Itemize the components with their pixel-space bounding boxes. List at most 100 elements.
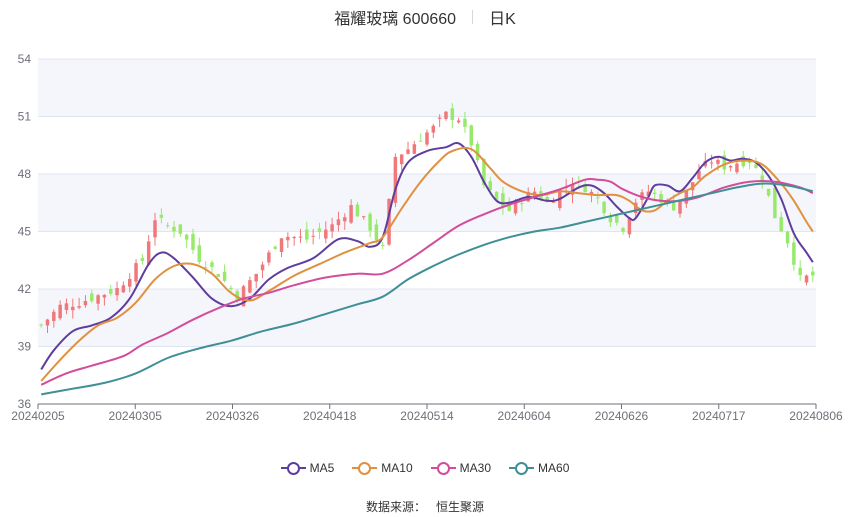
candle-body [127,278,132,287]
x-tick-label: 20240305 [109,409,163,423]
candle-body [39,324,43,326]
candlestick [501,186,505,215]
candle-body [469,125,474,146]
candlestick [380,242,385,250]
candle-body [596,197,600,199]
candlestick [90,289,94,304]
candle-body [374,224,379,241]
candle-body [222,271,227,281]
x-tick-label: 20240717 [692,409,746,423]
candle-body [722,155,727,170]
y-tick-label: 51 [18,110,32,124]
legend-item-ma30[interactable]: MA30 [430,461,492,475]
candle-body [121,285,126,293]
candle-body [501,193,505,207]
candle-body [273,246,277,249]
candle-body [77,306,81,308]
candlestick [804,274,809,286]
candle-body [248,280,252,293]
candlestick [659,190,663,205]
candlestick [773,187,777,219]
candlestick [298,228,303,243]
candlestick [697,164,701,180]
candlestick [469,124,474,152]
candle-body [450,108,455,121]
candlestick [191,228,195,254]
candle-body [520,203,524,205]
candlestick [324,221,328,244]
y-tick-label: 48 [18,167,32,181]
candle-body [292,236,296,239]
candle-body [412,144,417,154]
x-tick-label: 20240626 [595,409,649,423]
candle-body [444,111,448,119]
candlestick [615,214,619,226]
candlestick [766,188,771,198]
candlestick [102,294,107,306]
candle-body [754,164,758,168]
candle-body [191,233,195,250]
candlestick [58,300,62,321]
candlestick [159,208,164,224]
candlestick [248,276,252,294]
legend-item-ma10[interactable]: MA10 [352,461,413,475]
grid-bands [38,59,816,347]
ma30-line [40,177,814,386]
y-axis: 36 39 42 45 48 51 54 [18,52,32,411]
candle-body [475,143,480,160]
candlestick [343,213,347,230]
candlestick [785,230,790,248]
candlestick [456,117,461,124]
candlestick [96,293,100,311]
candle-body [336,219,341,226]
candle-body [241,286,246,307]
candle-body [583,184,587,193]
candlestick [115,281,119,301]
title-separator [472,10,474,24]
candle-body [406,149,410,154]
candlestick [444,110,448,121]
candle-body [545,196,549,202]
candle-body [197,245,202,262]
candlestick [286,232,290,249]
candlestick [608,212,613,227]
candle-body [482,158,486,185]
candle-body [608,216,613,223]
candle-body [216,274,221,277]
x-tick-label: 20240604 [498,409,552,423]
legend-label: MA30 [459,461,492,475]
candlestick [450,103,455,129]
candlestick [355,201,360,217]
candlestick [121,281,126,294]
candle-body [671,200,676,211]
candle-body [368,213,372,231]
candlestick [425,129,429,147]
candle-body [684,191,689,204]
candle-body [109,289,113,294]
candlestick [368,211,372,238]
legend: MA5 MA10 MA30 MA60 [0,458,850,478]
candle-body [697,170,701,180]
candlestick [172,220,176,238]
legend-item-ma5[interactable]: MA5 [280,461,334,475]
candlestick [418,133,423,142]
candle-body [343,217,347,222]
candlestick [387,198,391,246]
candle-body [513,200,518,214]
candle-body [589,191,594,195]
candle-body [349,205,353,223]
candlestick [254,273,258,288]
legend-swatch [352,461,378,475]
candle-body [621,228,625,232]
candle-body [646,191,651,197]
candle-body [102,294,107,298]
candle-body [64,303,69,310]
candle-body [165,225,170,227]
legend-item-ma60[interactable]: MA60 [509,461,569,475]
ma60-line [41,182,814,396]
period-label[interactable]: 日K [489,11,516,28]
candle-body [159,214,164,218]
x-tick-label: 20240806 [789,409,843,423]
candle-body [773,187,777,219]
